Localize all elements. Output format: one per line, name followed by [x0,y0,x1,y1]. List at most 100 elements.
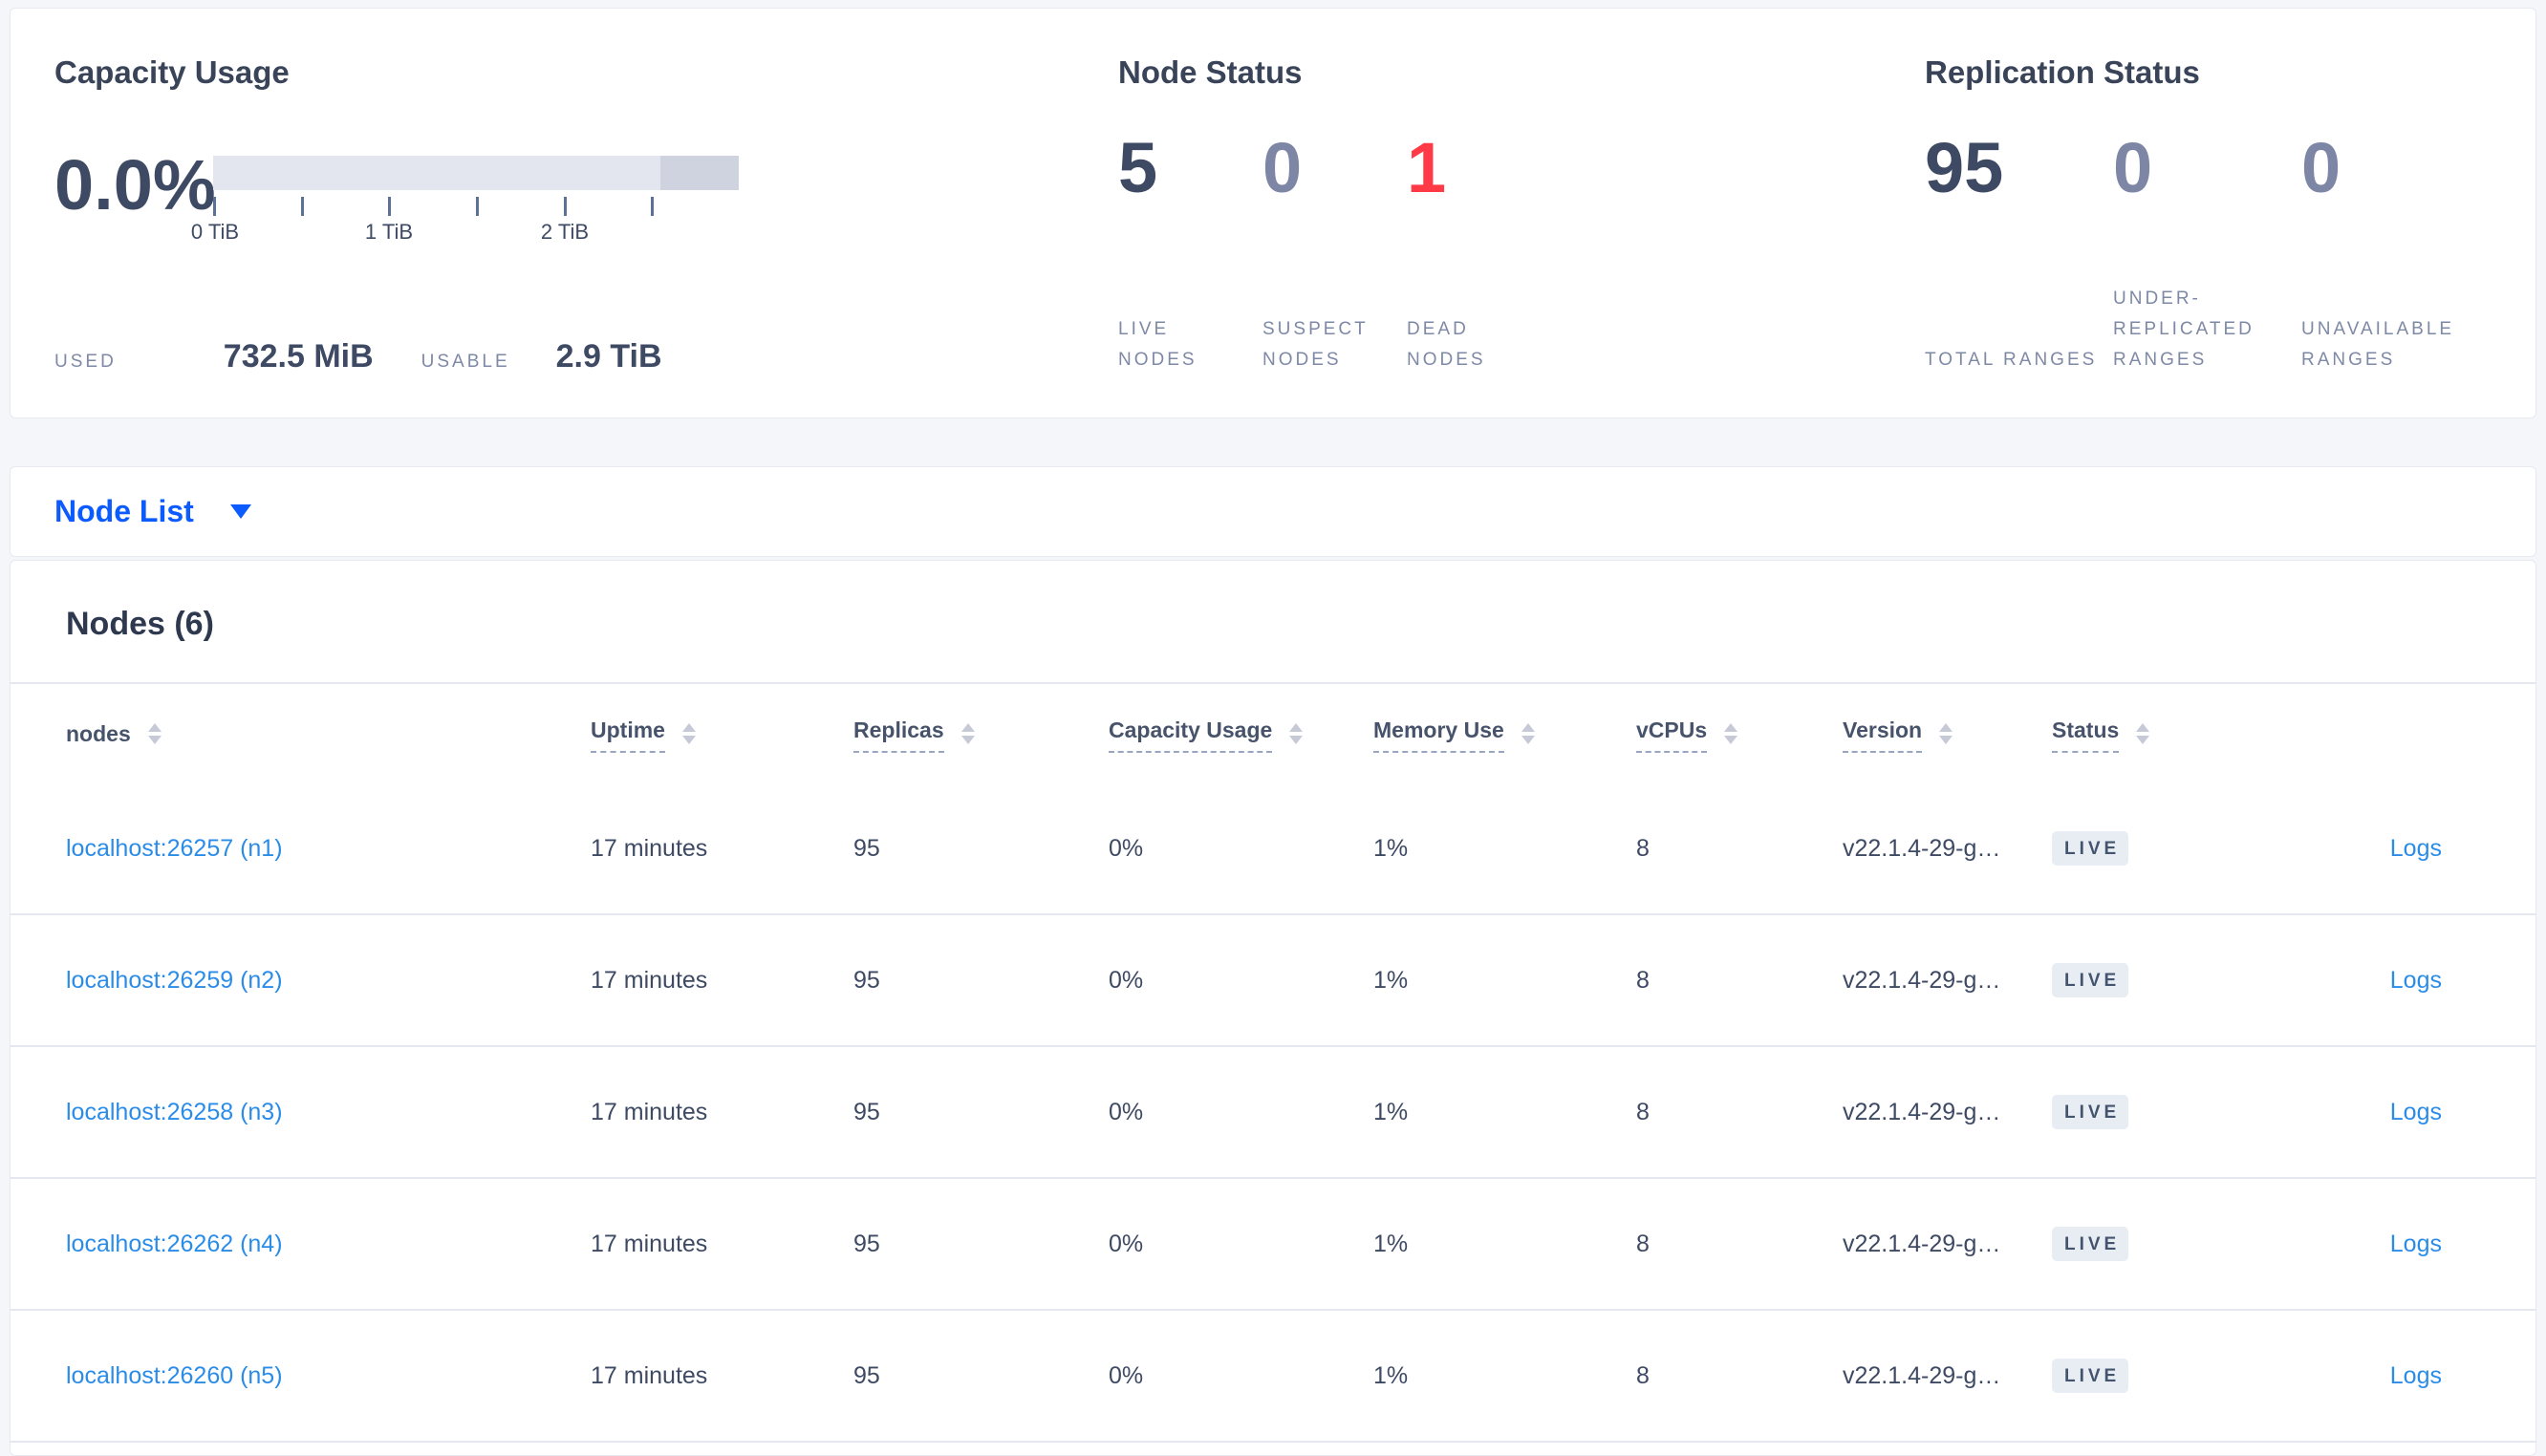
nodes-table-body: localhost:26257 (n1) 17 minutes 95 0% 1%… [11,783,2535,1443]
vcpus-cell: 8 [1636,834,1650,862]
column-header-uptime[interactable]: Uptime [591,716,853,753]
capacity-cell: 0% [1109,834,1144,862]
logs-link[interactable]: Logs [2389,1230,2442,1257]
nodes-table-card: Nodes (6) nodes Uptime Replicas Capacity… [10,560,2536,1456]
divider [11,682,2535,684]
replicas-cell: 95 [853,966,880,994]
vcpus-cell: 8 [1636,966,1650,994]
version-cell: v22.1.4-29-g… [1843,834,2001,862]
capacity-cell: 0% [1109,1230,1144,1257]
status-badge: LIVE [2052,1227,2129,1261]
capacity-cell: 0% [1109,1098,1144,1125]
capacity-used-usable-row: USED 732.5 MiB USABLE 2.9 TiB [54,338,1118,375]
capacity-axis-ticks [213,197,739,218]
sort-icon [1939,723,1953,744]
dead-nodes-stat: 1 DEAD NODES [1407,133,1541,375]
status-badge: LIVE [2052,1359,2129,1393]
column-header-vcpus[interactable]: vCPUs [1636,716,1843,753]
node-link[interactable]: localhost:26258 (n3) [66,1098,283,1125]
node-link[interactable]: localhost:26259 (n2) [66,966,283,994]
capacity-bar-reserved-segment [659,156,739,190]
uptime-cell: 17 minutes [591,1098,708,1125]
uptime-cell: 17 minutes [591,1361,708,1389]
node-list-selector-bar: Node List [10,466,2536,557]
replication-status-panel: Replication Status 95 TOTAL RANGES 0 UND… [1925,51,2497,375]
version-cell: v22.1.4-29-g… [1843,1098,2001,1125]
axis-tick-label: 1 TiB [364,220,414,244]
sort-icon [960,723,975,744]
chevron-down-icon[interactable] [229,504,251,519]
node-link[interactable]: localhost:26257 (n1) [66,834,283,862]
uptime-cell: 17 minutes [591,1230,708,1257]
axis-tick-label: 2 TiB [540,220,590,244]
capacity-usage-title: Capacity Usage [54,54,290,90]
column-header-capacity-usage[interactable]: Capacity Usage [1109,716,1373,753]
memory-cell: 1% [1373,834,1409,862]
capacity-bar [213,156,739,190]
axis-tick [388,197,391,216]
sort-icon [147,723,162,744]
axis-tick [651,197,654,216]
status-badge: LIVE [2052,1095,2129,1129]
version-cell: v22.1.4-29-g… [1843,1361,2001,1389]
usable-label: USABLE [421,352,510,372]
under-replicated-label: UNDER-REPLICATED RANGES [2113,289,2255,370]
replicas-cell: 95 [853,1230,880,1257]
version-cell: v22.1.4-29-g… [1843,966,2001,994]
table-row: localhost:26259 (n2) 17 minutes 95 0% 1%… [11,915,2535,1047]
logs-link[interactable]: Logs [2389,834,2442,862]
replication-status-title: Replication Status [1925,54,2200,90]
suspect-nodes-stat: 0 SUSPECT NODES [1262,133,1407,375]
uptime-cell: 17 minutes [591,966,708,994]
capacity-percent-value: 0.0% [54,145,216,225]
column-header-nodes[interactable]: nodes [66,719,591,748]
used-label: USED [54,352,117,372]
table-row: localhost:26258 (n3) 17 minutes 95 0% 1%… [11,1047,2535,1179]
usable-value: 2.9 TiB [555,338,662,375]
under-replicated-count: 0 [2113,128,2153,207]
suspect-nodes-count: 0 [1262,128,1303,207]
node-status-title: Node Status [1118,54,1303,90]
sort-icon [1521,723,1535,744]
logs-link[interactable]: Logs [2389,966,2442,994]
memory-cell: 1% [1373,966,1409,994]
replicas-cell: 95 [853,1098,880,1125]
axis-tick [213,197,216,216]
column-header-replicas[interactable]: Replicas [853,716,1109,753]
memory-cell: 1% [1373,1361,1409,1389]
live-nodes-label: LIVE NODES [1118,319,1197,370]
node-status-stats: 5 LIVE NODES 0 SUSPECT NODES 1 DEAD NODE… [1118,133,1925,375]
vcpus-cell: 8 [1636,1361,1650,1389]
live-nodes-count: 5 [1118,128,1158,207]
total-ranges-stat: 95 TOTAL RANGES [1925,133,2113,375]
replicas-cell: 95 [853,834,880,862]
version-cell: v22.1.4-29-g… [1843,1230,2001,1257]
table-row: localhost:26262 (n4) 17 minutes 95 0% 1%… [11,1179,2535,1311]
memory-cell: 1% [1373,1230,1409,1257]
nodes-heading: Nodes (6) [66,606,214,642]
suspect-nodes-label: SUSPECT NODES [1262,319,1369,370]
column-header-version[interactable]: Version [1843,716,2052,753]
unavailable-ranges-stat: 0 UNAVAILABLE RANGES [2301,133,2478,375]
replication-stats: 95 TOTAL RANGES 0 UNDER-REPLICATED RANGE… [1925,133,2497,375]
logs-link[interactable]: Logs [2389,1361,2442,1389]
node-link[interactable]: localhost:26262 (n4) [66,1230,283,1257]
dead-nodes-label: DEAD NODES [1407,319,1486,370]
capacity-bar-chart: 0 TiB 1 TiB 2 TiB [191,156,739,248]
column-header-memory-use[interactable]: Memory Use [1373,716,1636,753]
total-ranges-count: 95 [1925,128,2004,207]
capacity-cell: 0% [1109,966,1144,994]
capacity-axis-labels: 0 TiB 1 TiB 2 TiB [191,220,739,248]
table-row: localhost:26257 (n1) 17 minutes 95 0% 1%… [11,783,2535,915]
node-status-panel: Node Status 5 LIVE NODES 0 SUSPECT NODES… [1118,51,1925,375]
axis-tick [564,197,567,216]
column-header-status[interactable]: Status [2052,716,2256,753]
capacity-usage-panel: Capacity Usage 0.0% [54,51,1118,375]
node-link[interactable]: localhost:26260 (n5) [66,1361,283,1389]
node-list-dropdown[interactable]: Node List [54,494,194,528]
total-ranges-label: TOTAL RANGES [1925,350,2098,370]
vcpus-cell: 8 [1636,1230,1650,1257]
logs-link[interactable]: Logs [2389,1098,2442,1125]
axis-tick-label: 0 TiB [190,220,240,244]
